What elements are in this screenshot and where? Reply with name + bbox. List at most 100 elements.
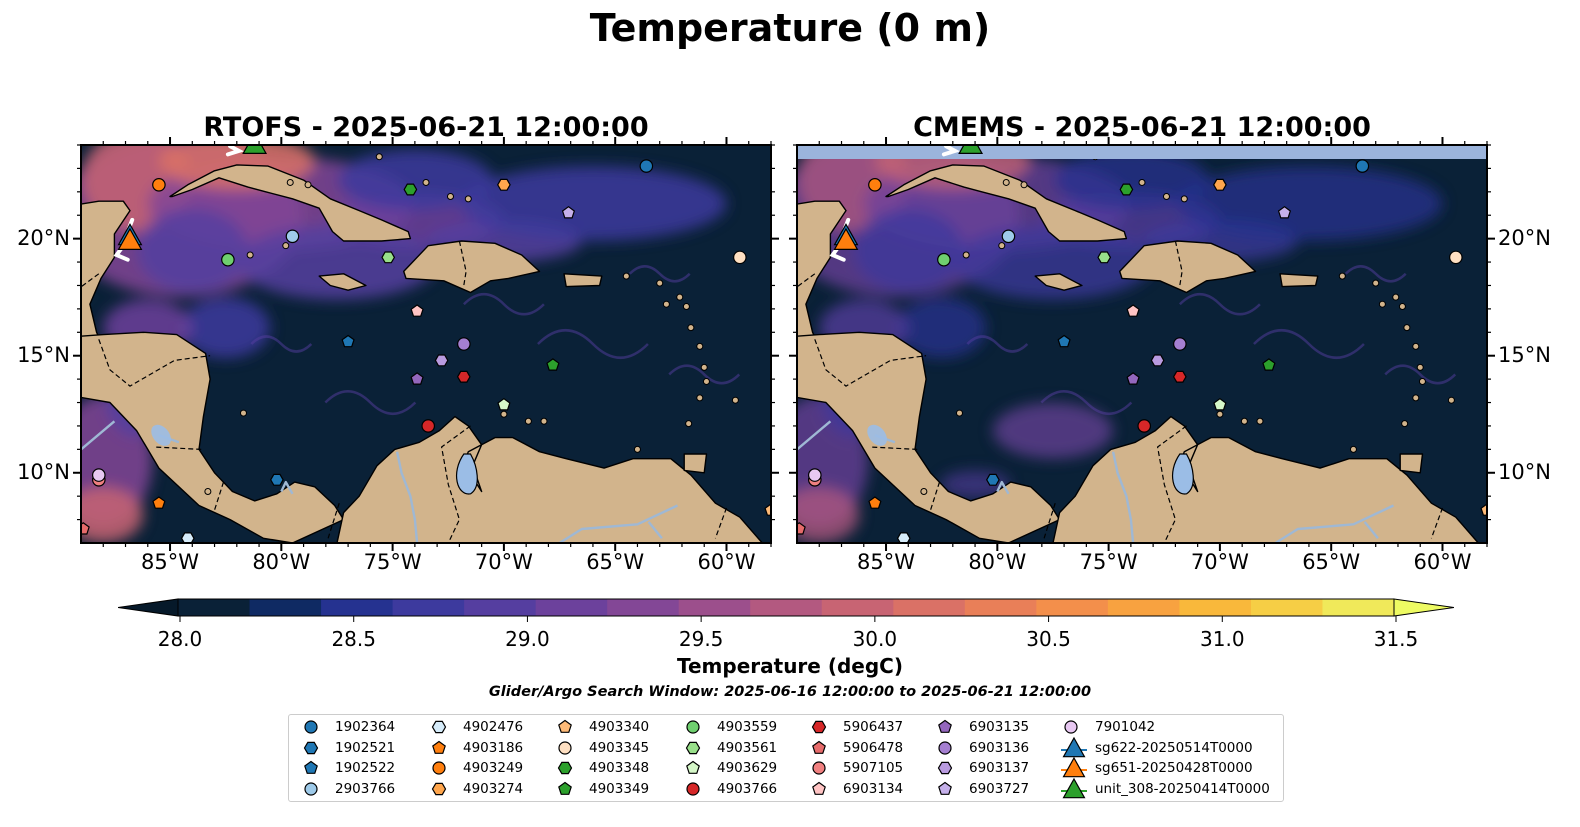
marker-5906437 <box>456 370 471 383</box>
legend-item: 1902521 <box>301 738 395 758</box>
marker-4903349 <box>1262 358 1276 371</box>
colorbar-bin <box>821 599 894 616</box>
marker-4903629 <box>1213 397 1227 411</box>
lon-tick-right-0: 85°W <box>857 550 916 574</box>
marker-4903559 <box>221 252 235 267</box>
legend-swatch-hexagon <box>303 741 319 754</box>
lon-tick-left-4: 65°W <box>586 550 645 574</box>
legend-label: 4903349 <box>589 780 650 797</box>
legend-swatch-pentagon <box>432 740 446 754</box>
legend-item: sg651-20250428T0000 <box>1061 756 1253 778</box>
lon-tick-left-3: 70°W <box>474 550 533 574</box>
lon-tick-left-2: 75°W <box>363 550 422 574</box>
lon-tick-left-1: 80°W <box>252 550 311 574</box>
marker-4903561 <box>1097 251 1112 264</box>
lon-tick-right-4: 65°W <box>1302 550 1361 574</box>
legend-label: 5906478 <box>843 739 904 756</box>
legend-label: 6903137 <box>969 760 1030 776</box>
lon-tick-left-5: 60°W <box>697 550 756 574</box>
marker-6903136 <box>457 337 471 351</box>
marker-6903134 <box>1126 304 1140 317</box>
legend-swatch-triangle-line <box>1061 756 1087 778</box>
legend-item: 4903349 <box>555 779 649 799</box>
legend-item: 7901042 <box>1061 717 1155 737</box>
legend-label: 5906437 <box>843 719 904 735</box>
cmems-map <box>789 137 1495 551</box>
legend-swatch-hexagon <box>811 720 827 734</box>
marker-4903345 <box>733 250 747 265</box>
marker-6903135 <box>410 372 424 385</box>
legend-swatch-triangle-line <box>1061 777 1087 798</box>
legend-swatch-triangle-line <box>1061 736 1087 757</box>
colorbar-tick-1: 28.5 <box>331 627 376 651</box>
marker-1902364 <box>639 159 654 173</box>
marker-1902521 <box>270 473 284 486</box>
marker-4903274 <box>1213 178 1227 191</box>
legend-item: 4903766 <box>683 779 777 799</box>
legend-item: 4903249 <box>429 758 523 778</box>
legend-label: 6903135 <box>969 719 1030 735</box>
legend-label: 6903727 <box>969 780 1030 797</box>
legend-label: 4903348 <box>589 760 650 776</box>
marker-4903340 <box>1480 503 1487 516</box>
legend-swatch-circle <box>938 740 952 755</box>
marker-6903134 <box>410 304 424 317</box>
colorbar-bin <box>1107 599 1181 616</box>
colorbar-bin <box>392 599 465 616</box>
marker-2903766 <box>285 229 300 244</box>
legend-item: 5906437 <box>809 717 903 737</box>
legend-swatch-hexagon <box>937 761 953 775</box>
legend-item: 4903348 <box>555 758 649 778</box>
colorbar-bin <box>321 599 394 616</box>
marker-4903349 <box>546 358 560 371</box>
legend-label: 4903766 <box>717 780 778 797</box>
colorbar-bin <box>1179 599 1252 616</box>
colorbar-bin <box>1036 599 1109 616</box>
legend-swatch-circle <box>304 720 318 734</box>
marker-1902521 <box>986 473 1000 486</box>
legend-swatch-pentagon <box>558 719 572 733</box>
legend-swatch-hexagon <box>685 741 701 754</box>
marker-4903186 <box>868 496 882 509</box>
legend-swatch-pentagon <box>938 781 952 795</box>
marker-6903727 <box>1277 205 1292 219</box>
legend-label: 7901042 <box>1095 719 1156 735</box>
legend-item: 4903186 <box>429 738 523 758</box>
glider-sg651 <box>833 227 859 250</box>
legend-label: unit_308-20250414T0000 <box>1095 780 1270 797</box>
lon-tick-right-1: 80°W <box>968 550 1027 574</box>
marker-4903766 <box>1137 419 1152 433</box>
legend-swatch-pentagon <box>304 760 318 774</box>
legend-label: 4903274 <box>463 780 524 797</box>
colorbar-label: Temperature (degC) <box>677 654 903 678</box>
legend-swatch-circle <box>1064 720 1078 734</box>
lon-tick-right-5: 60°W <box>1413 550 1472 574</box>
colorbar-bin <box>893 599 966 616</box>
marker-7901042 <box>808 468 822 482</box>
legend-item: 4903345 <box>555 738 649 758</box>
legend-item: 4903629 <box>683 758 777 778</box>
colorbar-bin <box>464 599 537 616</box>
legend-item: 5906478 <box>809 738 903 758</box>
legend-item: 4903561 <box>683 738 777 758</box>
marker-4902476 <box>180 532 195 543</box>
lat-tick-left-2: 10°N <box>17 459 70 484</box>
marker-5906437 <box>1172 370 1187 383</box>
legend-label: 4903340 <box>589 719 650 735</box>
glider-unit308 <box>958 145 984 154</box>
marker-4903348 <box>1119 183 1134 196</box>
colorbar-tick-0: 28.0 <box>157 627 203 651</box>
legend-item: 2903766 <box>301 779 395 799</box>
marker-4903559 <box>937 252 951 267</box>
marker-1902522 <box>341 334 355 348</box>
marker-6903136 <box>1173 337 1187 351</box>
legend-item: sg622-20250514T0000 <box>1061 736 1253 758</box>
legend-swatch-circle <box>432 761 446 775</box>
rtofs-map <box>73 137 779 551</box>
legend-item: 4902476 <box>429 717 523 737</box>
lat-tick-right-1: 15°N <box>1498 342 1551 367</box>
lat-tick-left-1: 15°N <box>17 342 70 367</box>
colorbar-bin <box>535 599 608 616</box>
legend-label: sg651-20250428T0000 <box>1095 760 1253 776</box>
legend-label: 4902476 <box>463 719 524 735</box>
